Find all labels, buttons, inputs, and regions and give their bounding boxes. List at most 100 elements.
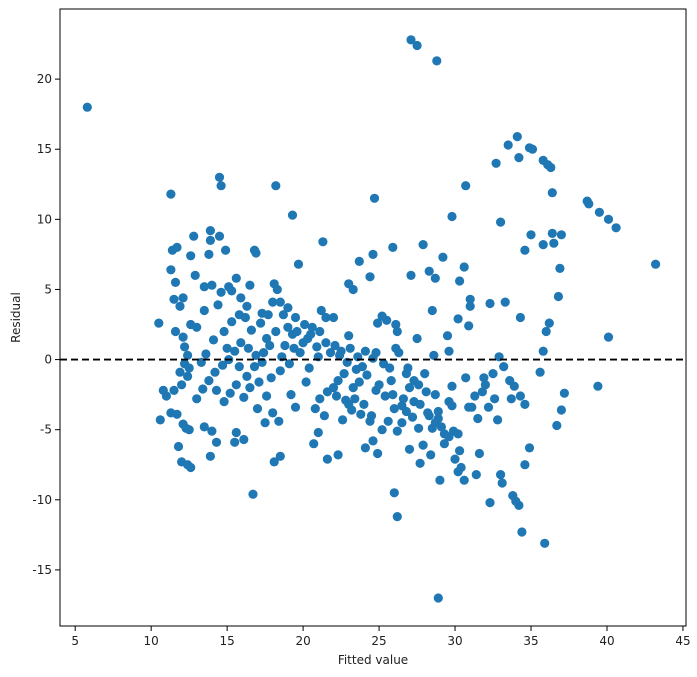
data-point bbox=[331, 391, 342, 401]
data-point bbox=[268, 297, 278, 307]
data-point bbox=[211, 437, 222, 447]
data-point bbox=[82, 102, 92, 112]
y-axis-ticks: -15 -10 -5 0 5 10 15 20 bbox=[32, 72, 60, 577]
data-point bbox=[354, 377, 364, 387]
data-point bbox=[293, 259, 304, 269]
data-point bbox=[360, 346, 370, 356]
data-point bbox=[239, 392, 249, 402]
data-point bbox=[515, 391, 526, 401]
data-point bbox=[178, 293, 188, 303]
data-point bbox=[207, 280, 217, 290]
data-point bbox=[603, 332, 614, 342]
data-point bbox=[231, 273, 241, 283]
data-point bbox=[461, 373, 471, 383]
data-point bbox=[173, 441, 184, 452]
data-point bbox=[418, 240, 428, 250]
data-point bbox=[414, 423, 424, 433]
data-point bbox=[430, 390, 440, 400]
data-point bbox=[306, 329, 316, 339]
x-tick-label: 10 bbox=[144, 634, 159, 648]
data-point bbox=[488, 369, 498, 379]
data-point bbox=[178, 332, 188, 342]
data-point bbox=[359, 399, 369, 409]
data-point bbox=[455, 446, 465, 456]
data-point bbox=[392, 426, 402, 436]
data-point bbox=[175, 367, 185, 377]
data-point bbox=[505, 376, 515, 386]
data-point bbox=[383, 416, 393, 426]
data-point bbox=[205, 235, 215, 245]
data-point bbox=[365, 272, 375, 282]
data-point bbox=[216, 287, 226, 297]
y-tick-label: 10 bbox=[37, 212, 52, 226]
data-point bbox=[333, 376, 343, 386]
data-point bbox=[271, 326, 281, 337]
data-point bbox=[397, 418, 407, 428]
data-point bbox=[594, 207, 605, 217]
data-point bbox=[216, 181, 226, 191]
data-point bbox=[239, 434, 249, 445]
data-point bbox=[546, 162, 556, 173]
data-point bbox=[447, 211, 457, 222]
data-point bbox=[438, 252, 448, 262]
data-point bbox=[471, 470, 481, 480]
data-point bbox=[313, 427, 323, 438]
data-point bbox=[315, 394, 325, 404]
data-point bbox=[256, 318, 266, 328]
data-point bbox=[371, 348, 381, 358]
data-point bbox=[424, 411, 434, 421]
data-point bbox=[357, 362, 367, 372]
data-point bbox=[603, 214, 614, 224]
data-point bbox=[373, 318, 383, 328]
data-point bbox=[208, 335, 219, 345]
data-point bbox=[421, 387, 431, 397]
data-point bbox=[651, 259, 661, 269]
data-point bbox=[231, 427, 241, 438]
data-point bbox=[322, 387, 332, 397]
data-point bbox=[243, 343, 253, 353]
data-point bbox=[447, 381, 457, 391]
data-point bbox=[459, 262, 469, 272]
data-point bbox=[227, 286, 237, 296]
data-point bbox=[275, 366, 285, 376]
data-point bbox=[442, 331, 453, 341]
data-point bbox=[275, 451, 285, 461]
data-point bbox=[404, 444, 415, 454]
data-point bbox=[266, 373, 276, 383]
data-point bbox=[374, 380, 384, 390]
data-point bbox=[166, 189, 176, 199]
data-point bbox=[201, 349, 211, 359]
data-point bbox=[483, 402, 494, 412]
data-point bbox=[251, 350, 261, 360]
data-point bbox=[485, 298, 495, 309]
data-point bbox=[549, 238, 559, 248]
data-point bbox=[415, 458, 425, 468]
data-point bbox=[388, 242, 398, 252]
data-point bbox=[556, 405, 567, 415]
data-point bbox=[312, 342, 322, 352]
data-point bbox=[456, 462, 466, 473]
data-point bbox=[221, 245, 231, 255]
data-point bbox=[214, 231, 225, 241]
data-point bbox=[520, 245, 530, 255]
data-point bbox=[430, 273, 440, 283]
data-point bbox=[240, 312, 250, 323]
data-point bbox=[362, 370, 372, 380]
data-point bbox=[473, 413, 483, 424]
data-point bbox=[186, 251, 196, 261]
data-point bbox=[508, 491, 518, 501]
data-point bbox=[397, 401, 407, 411]
data-point bbox=[330, 340, 340, 351]
data-point bbox=[538, 240, 548, 250]
data-point bbox=[236, 338, 246, 348]
data-point bbox=[289, 343, 299, 353]
data-point bbox=[556, 230, 567, 240]
data-point bbox=[321, 312, 331, 323]
axes-frame bbox=[59, 8, 687, 627]
data-point bbox=[453, 314, 463, 324]
y-tick-label: -10 bbox=[32, 493, 52, 507]
data-point bbox=[274, 416, 284, 426]
data-point bbox=[450, 454, 460, 464]
data-point bbox=[249, 362, 260, 372]
data-point bbox=[268, 408, 278, 418]
